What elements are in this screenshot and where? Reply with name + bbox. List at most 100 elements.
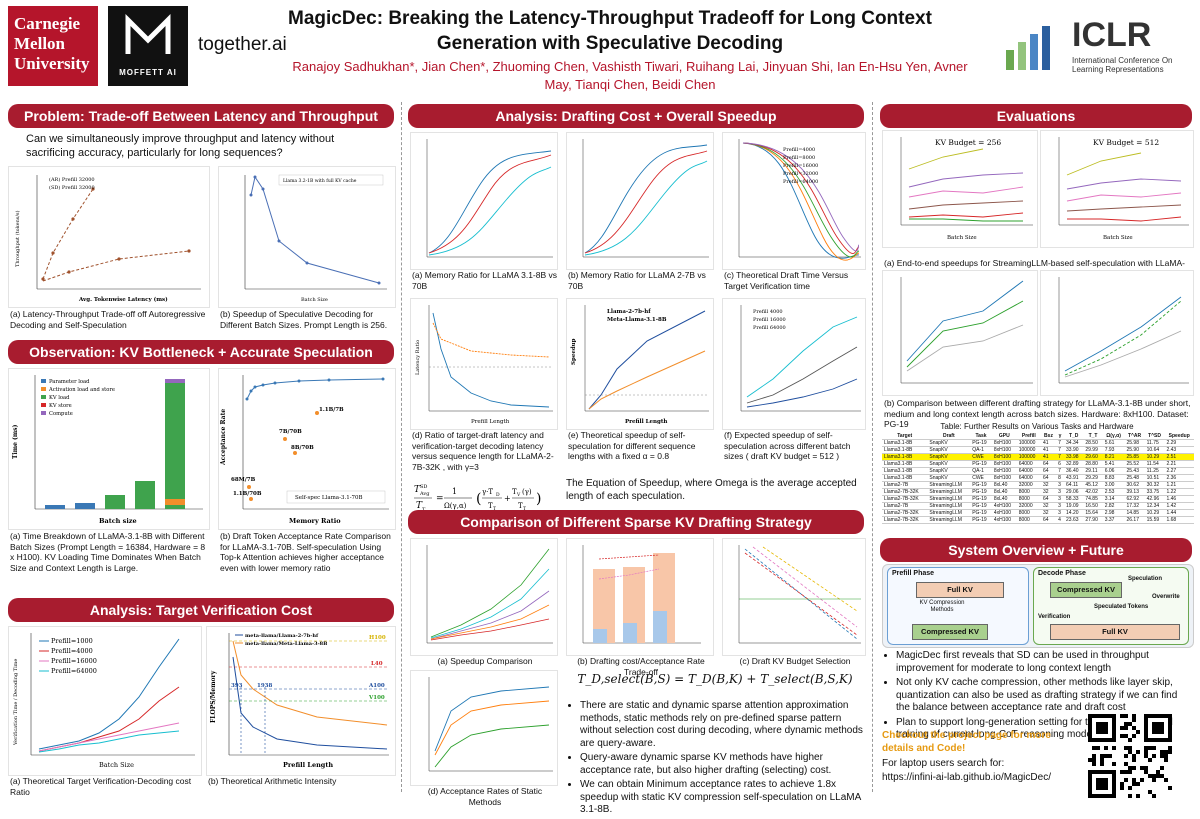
table-cell: SnapKV [927,453,971,461]
caption-comparison-b: (b) Drafting cost/Acceptance Rate Trade-… [577,656,705,677]
table-cell: 29.11 [1083,467,1103,475]
table-cell: 100000 [1016,453,1041,461]
xlabel-ver: Batch Size [99,761,134,769]
verification-ratio-chart: Prefill=1000 Prefill=4000 Prefill=16000 … [8,626,202,776]
table-cell: 25.52 [1124,460,1145,468]
table-cell: 7.93 [1102,446,1125,454]
table-cell: 10.29 [1144,453,1165,461]
table-row: Llama2-7B-32K StreamingLLM PG-19 4xH100 8000… [882,516,1194,524]
pt-label-3: 8B/70B [291,445,314,451]
table-cell: SnapKV [927,460,971,468]
table-cell: PG-19 [970,460,992,468]
table-cell: 100000 [1016,439,1041,447]
table-header-cell: Draft [927,433,971,440]
legend-param: Parameter load [49,379,90,385]
equation-description: The Equation of Speedup, where Omega is … [566,478,857,502]
table-row: Llama2-7B-32K StreamingLLM PG-19 8xL40 8000 6… [882,495,1194,503]
table-cell: 74.85 [1083,495,1103,503]
xlabel-eval-1: Batch Size [947,235,977,241]
hw-a100: A100 [368,683,385,689]
table-row: Llama3.1-8B SnapKV QA-1 8xH100 64000 64 7 36.40… [882,467,1194,475]
table-cell: 2.51 [1164,453,1194,461]
table-cell: 25.90 [1124,446,1145,454]
table-cell: 39.13 [1124,488,1145,496]
strategy-comparison-chart-1 [882,270,1038,396]
table-cell: PG-19 [970,481,992,489]
decode-phase-label: Decode Phase [1038,570,1086,577]
table-cell: Llama2-7B-32K [882,488,928,496]
time-breakdown-chart: Parameter load Activation load and store… [8,368,210,530]
ylabel-d: Latency Ratio [415,340,421,375]
xlabel-eval-2: Batch Size [1103,235,1133,241]
legend-e-llama3: Meta-Llama-3.1-8B [607,317,667,323]
drafting-tradeoff-chart [566,538,714,656]
table-cell: 3.14 [1102,495,1125,503]
legend-c-4000: Prefill=4000 [783,147,815,153]
table-cell: 27.90 [1083,516,1103,524]
table-cell: 8xL40 [991,495,1017,503]
legend-b: Llama 3.2-1B with full KV cache [283,178,357,184]
table-cell: Llama3.1-8B [882,453,928,461]
speedup-kv256-chart: KV Budget = 256 Batch Size [882,130,1038,248]
table-cell: 64000 [1016,467,1041,475]
table-cell: 8.21 [1102,453,1125,461]
table-cell: Llama3.1-8B [882,439,928,447]
table-cell: PG-19 [970,502,992,510]
table-header-cell: γ [1056,433,1064,440]
table-cell: 23.63 [1064,516,1084,524]
table-cell: SnapKV [927,439,971,447]
svg-text:SD: SD [420,484,427,490]
table-cell: 2.98 [1102,509,1125,517]
system-diagram: Prefill Phase Full KV KV Compression Met… [882,564,1194,648]
caption-drafting-d: (d) Ratio of target-draft latency and ve… [412,430,554,472]
expected-speedup-chart: Prefill 4000 Prefill 16000 Prefill 64000 [722,298,866,430]
table-cell: 42.96 [1144,495,1165,503]
svg-text:=: = [436,494,444,504]
table-cell: 8xH100 [991,446,1017,454]
table-cell: 32000 [1016,481,1041,489]
table-header-cell: GPU [991,433,1017,440]
project-url-link[interactable]: https://infini-ai-lab.github.io/MagicDec… [882,772,1051,783]
legend-c-64000: Prefill=64000 [783,179,818,185]
table-cell: 1.44 [1164,509,1194,517]
moffett-m-icon [125,13,171,54]
table-cell: 42.02 [1083,488,1103,496]
table-row: Llama2-7B StreamingLLM PG-19 4xH100 32000 32 3… [882,502,1194,510]
laptop-text: For laptop users search for: [882,758,1005,769]
svg-text:T: T [523,506,526,512]
table-cell: 29.06 [1064,488,1084,496]
table-cell: 32 [1040,509,1057,517]
qr-code-icon[interactable] [1088,714,1172,798]
table-cell: CWE [970,453,992,461]
svg-text:T: T [488,502,493,510]
kv256-title: KV Budget = 256 [935,138,1001,147]
table-cell: 10.64 [1144,446,1165,454]
select-cost-equation: T_D,select(B,S) = T_D(B,K) + T_select(B,… [577,672,853,686]
together-logo: together.ai [198,34,287,55]
svg-text:T: T [493,506,496,512]
table-cell: QA-1 [970,467,992,475]
table-cell: 2.36 [1164,474,1194,482]
table-cell: 2.82 [1102,502,1125,510]
legend-llama3: meta-llama/Meta-Llama-3-8B [245,641,327,647]
table-cell: 62.92 [1124,495,1145,503]
section-system-header: System Overview + Future [880,538,1192,562]
pt-label-4: 68M/7B [231,477,256,483]
decode-compressed-kv: Compressed KV [1050,582,1122,598]
table-header-cell: Task [970,433,992,440]
table-cell: Llama3.1-8B [882,474,928,482]
table-cell: 5.61 [1102,439,1125,447]
table-cell: CWE [970,474,992,482]
caption-comparison-d: (d) Acceptance Rates of Static Methods [427,786,543,807]
xlabel-d: Prefill Length [471,419,510,425]
prefill-full-kv: Full KV [916,582,1004,598]
table-cell: 17.32 [1124,502,1145,510]
section-comparison-header: Comparison of Different Sparse KV Drafti… [408,510,864,534]
verification-label: Verification [1038,614,1071,620]
iclr-mark-icon [1006,26,1050,70]
table-cell: 41 [1040,453,1057,461]
table-row: Llama3.1-8B SnapKV CWE 8xH100 100000 41 7 33.98… [882,453,1194,461]
table-cell: 64 [1040,495,1057,503]
legend-p16000: Prefill=16000 [51,657,97,665]
